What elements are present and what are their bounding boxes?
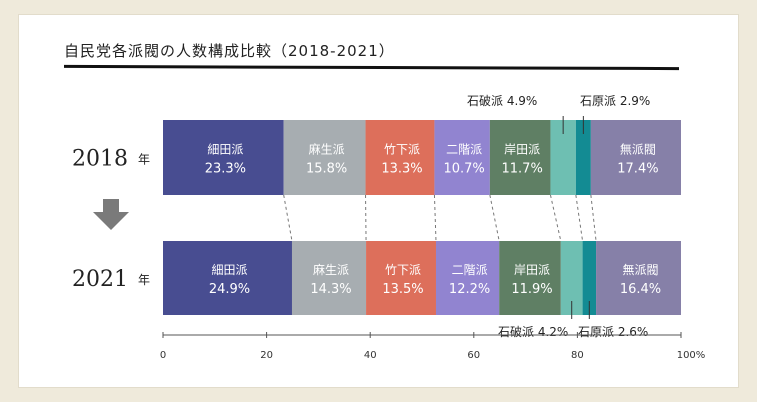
x-tick-label: 80 <box>571 350 584 361</box>
connector-line <box>433 194 437 242</box>
connector-line <box>575 194 584 242</box>
segment-label: 竹下派 <box>384 143 420 157</box>
x-tick-label: 100% <box>677 350 706 361</box>
segment-label: 二階派 <box>452 262 488 277</box>
year-label: 2021 <box>72 267 128 292</box>
bar-segment <box>575 120 591 195</box>
segment-value: 17.4% <box>617 162 658 177</box>
segment-value: 13.3% <box>381 162 422 177</box>
connector-line <box>365 194 367 242</box>
x-tick-label: 40 <box>364 350 377 361</box>
chart-title: 自民党各派閥の人数構成比較（2018-2021） <box>64 42 395 60</box>
callout-label: 石原派 2.6% <box>578 325 648 339</box>
bar-segment <box>560 241 583 315</box>
callout-label: 石破派 4.9% <box>467 93 537 108</box>
bar-segment <box>283 120 366 195</box>
bar-segment <box>582 241 597 315</box>
segment-value: 11.7% <box>502 162 543 177</box>
segment-label: 無派閥 <box>620 142 656 157</box>
connector-line <box>549 194 562 242</box>
bar-segment <box>434 120 490 195</box>
x-tick-label: 60 <box>467 350 480 361</box>
bar-segment <box>590 120 681 195</box>
segment-value: 16.4% <box>620 282 661 297</box>
bar-segment <box>499 241 561 315</box>
segment-value: 10.7% <box>443 162 484 177</box>
segment-value: 24.9% <box>209 282 250 297</box>
segment-label: 岸田派 <box>504 143 540 157</box>
segment-value: 14.3% <box>310 282 351 297</box>
bar-segment <box>365 120 435 195</box>
segment-label: 細田派 <box>211 263 247 277</box>
year-unit: 年 <box>138 273 150 287</box>
year-label: 2018 <box>72 147 128 172</box>
down-arrow-icon <box>93 199 129 230</box>
segment-label: 二階派 <box>446 142 482 157</box>
bar-segment <box>163 120 284 195</box>
bar-segment <box>291 241 367 315</box>
segment-value: 12.2% <box>449 282 490 297</box>
bar-segment <box>596 241 681 315</box>
connector-line <box>489 194 500 242</box>
connector-line <box>590 194 597 242</box>
segment-value: 23.3% <box>205 162 246 177</box>
callout-label: 石破派 4.2% <box>498 324 568 339</box>
bar-segment <box>489 120 551 195</box>
chart-card <box>18 14 739 388</box>
connector-line <box>283 194 293 242</box>
segment-label: 竹下派 <box>385 263 421 277</box>
x-tick-label: 0 <box>160 350 166 361</box>
segment-value: 11.9% <box>511 282 552 297</box>
bar-segment <box>435 241 500 315</box>
segment-label: 岸田派 <box>514 263 550 277</box>
bar-segment <box>366 241 436 315</box>
segment-label: 麻生派 <box>313 262 349 277</box>
x-tick-label: 20 <box>260 350 273 361</box>
year-unit: 年 <box>138 153 150 167</box>
bar-segment <box>163 241 292 315</box>
segment-label: 細田派 <box>207 143 243 157</box>
segment-value: 15.8% <box>306 162 347 177</box>
segment-label: 無派閥 <box>623 262 659 277</box>
segment-value: 13.5% <box>382 282 423 297</box>
callout-label: 石原派 2.9% <box>580 94 650 108</box>
segment-label: 麻生派 <box>309 142 345 157</box>
